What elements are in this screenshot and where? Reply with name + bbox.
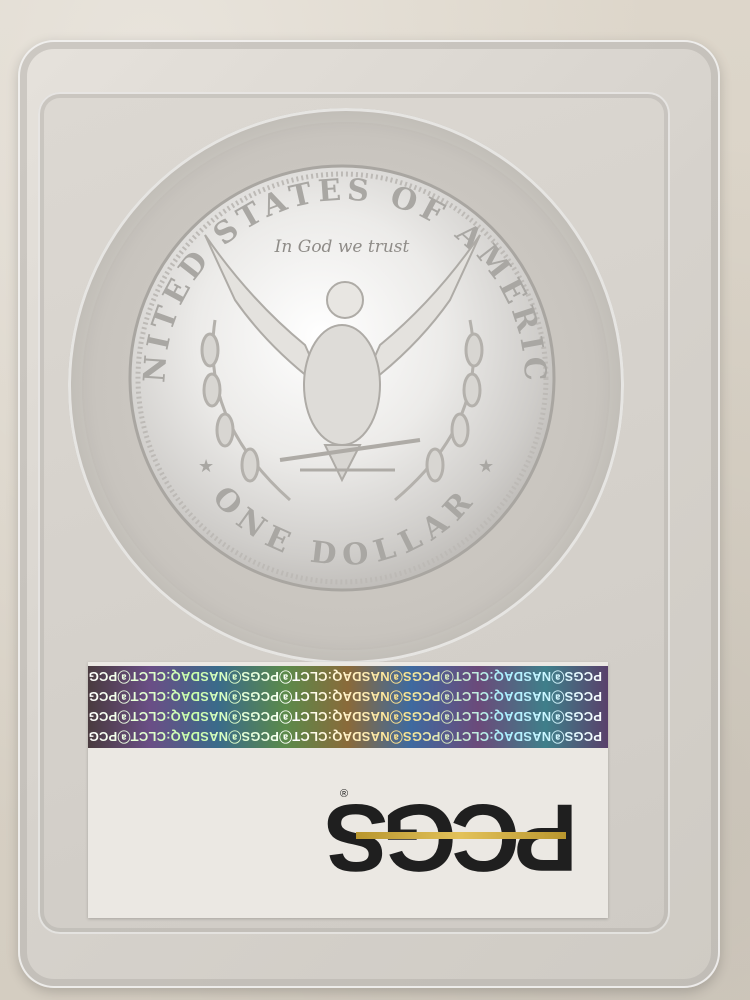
hologram-row-4: PCGSⓐNASDAQ:CLCTⓐPCGSⓐNASDAQ:CLCTⓐPCGSⓐN…	[88, 726, 608, 746]
pcgs-logo-gold-bar	[356, 832, 566, 839]
hologram-row-3: PCGSⓐNASDAQ:CLCTⓐPCGSⓐNASDAQ:CLCTⓐPCGSⓐN…	[88, 706, 608, 726]
pcgs-label-insert: PCGSⓐNASDAQ:CLCTⓐPCGSⓐNASDAQ:CLCTⓐPCGSⓐN…	[88, 662, 608, 918]
registered-mark: ®	[340, 788, 349, 800]
hologram-row-1: PCGSⓐNASDAQ:CLCTⓐPCGSⓐNASDAQ:CLCTⓐPCGSⓐN…	[88, 666, 608, 686]
coin-star-right: ★	[478, 456, 494, 477]
coin-eagle	[204, 234, 481, 483]
coin-motto: In God we trust	[274, 237, 410, 257]
coin-rim-dentils	[135, 171, 549, 585]
coin-wreath	[200, 319, 484, 502]
hologram-row-2: PCGSⓐNASDAQ:CLCTⓐPCGSⓐNASDAQ:CLCTⓐPCGSⓐN…	[88, 686, 608, 706]
hologram-strip: PCGSⓐNASDAQ:CLCTⓐPCGSⓐNASDAQ:CLCTⓐPCGSⓐN…	[88, 666, 608, 748]
coin-star-left: ★	[198, 456, 214, 477]
